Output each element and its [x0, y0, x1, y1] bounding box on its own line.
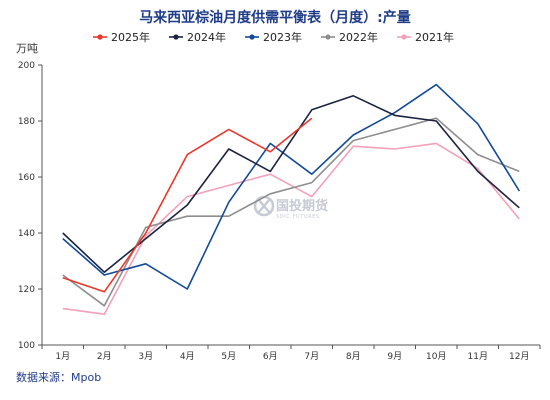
y-tick-label: 120 — [18, 285, 35, 295]
legend-marker — [97, 34, 103, 40]
x-tick-label: 5月 — [221, 351, 236, 362]
watermark-sub: SDIC FUTURES — [276, 214, 320, 220]
legend-marker — [173, 34, 179, 40]
axes: 100 120 140 160 180 200 1月 2月 3月 4月 5月 6月 7月 8月 9月 10月 1… — [18, 61, 541, 362]
x-tick-label: 9月 — [387, 351, 402, 362]
x-tick-label: 11月 — [468, 351, 488, 362]
y-tick-label: 160 — [18, 173, 35, 183]
series-line-2021 — [62, 142, 520, 315]
x-tick-label: 6月 — [263, 351, 278, 362]
watermark-logo: 国投期货 SDIC FUTURES — [253, 195, 328, 220]
x-tick-label: 12月 — [509, 351, 529, 362]
series-line-2024 — [62, 95, 520, 273]
series-line-2025 — [62, 117, 313, 293]
x-tick-label: 7月 — [304, 351, 319, 362]
x-tick-label: 3月 — [138, 351, 153, 362]
legend-item: 2022年 — [321, 30, 378, 44]
y-tick-label: 200 — [18, 61, 35, 71]
y-tick-label: 140 — [18, 229, 35, 239]
source-note: 数据来源：Mpob — [16, 370, 101, 384]
x-tick-label: 10月 — [426, 351, 446, 362]
x-tick-label: 2月 — [97, 351, 112, 362]
legend-marker — [401, 34, 407, 40]
legend-item: 2021年 — [397, 30, 454, 44]
series-layer — [62, 83, 520, 315]
legend-item: 2024年 — [169, 30, 226, 44]
legend-label: 2025年 — [111, 30, 150, 44]
legend-label: 2023年 — [263, 30, 302, 44]
chart-title: 马来西亚棕油月度供需平衡表（月度）:产量 — [139, 9, 411, 26]
x-tick-label: 4月 — [180, 351, 195, 362]
legend-label: 2024年 — [187, 30, 226, 44]
legend-marker — [249, 34, 255, 40]
legend: 2025年 2024年 2023年 2022年 2021年 — [93, 30, 454, 44]
series-line-2022 — [62, 117, 520, 307]
y-tick-label: 100 — [18, 341, 35, 351]
y-tick-label: 180 — [18, 117, 35, 127]
legend-item: 2023年 — [245, 30, 302, 44]
legend-label: 2022年 — [339, 30, 378, 44]
x-tick-label: 8月 — [346, 351, 361, 362]
x-tick-label: 1月 — [55, 351, 70, 362]
legend-marker — [325, 34, 331, 40]
series-line-2023 — [62, 83, 520, 290]
watermark-name: 国投期货 — [276, 198, 328, 214]
legend-item: 2025年 — [93, 30, 150, 44]
legend-label: 2021年 — [415, 30, 454, 44]
y-axis-label: 万吨 — [16, 42, 38, 55]
